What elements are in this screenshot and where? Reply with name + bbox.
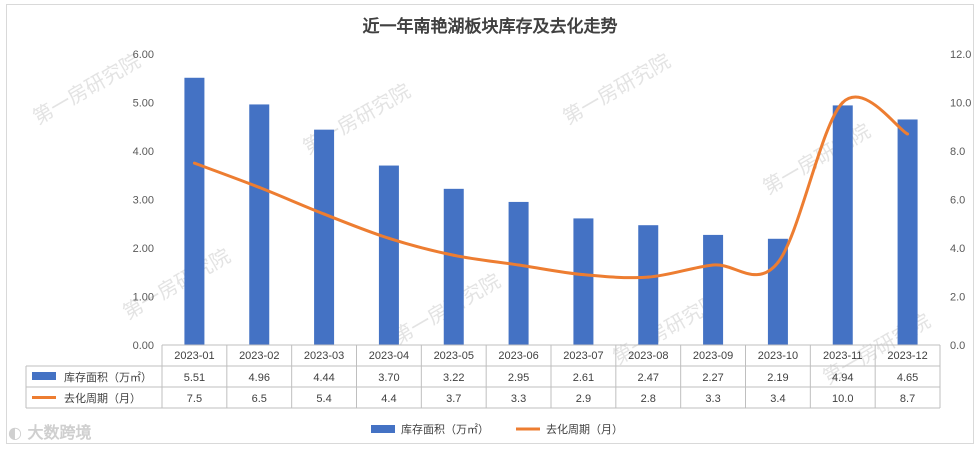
data-label: 6.5 bbox=[252, 393, 267, 405]
left-axis-tick-label: 6.00 bbox=[133, 49, 154, 61]
line-point bbox=[192, 161, 196, 165]
corner-watermark: ◐ 大数跨境 bbox=[8, 419, 92, 443]
legend-label: 库存面积（万㎡） bbox=[401, 422, 489, 436]
bar bbox=[638, 225, 659, 345]
data-label: 2.19 bbox=[767, 372, 788, 384]
bar-series bbox=[184, 77, 918, 345]
data-label: 4.44 bbox=[313, 372, 334, 384]
weibo-icon: ◐ bbox=[8, 423, 22, 442]
line-point bbox=[387, 236, 391, 240]
category-label: 2023-11 bbox=[823, 350, 863, 362]
category-label: 2023-10 bbox=[758, 350, 798, 362]
category-label: 2023-12 bbox=[887, 350, 927, 362]
left-axis: 0.00 1.00 2.00 3.00 4.00 5.00 6.00 bbox=[133, 49, 154, 352]
bar bbox=[832, 105, 853, 345]
data-label: 2.27 bbox=[702, 372, 723, 384]
table-series-name: 去化周期（月） bbox=[64, 391, 141, 405]
left-axis-tick-label: 3.00 bbox=[133, 195, 154, 207]
data-label: 3.7 bbox=[446, 393, 461, 405]
bar bbox=[703, 234, 724, 345]
data-label: 3.22 bbox=[443, 372, 464, 384]
data-label: 2.47 bbox=[638, 372, 659, 384]
legend-key-bar bbox=[371, 425, 395, 433]
line-point bbox=[711, 263, 715, 267]
category-label: 2023-09 bbox=[693, 350, 733, 362]
line-point bbox=[581, 273, 585, 277]
line-point bbox=[906, 132, 910, 136]
data-label: 5.51 bbox=[184, 372, 205, 384]
bar bbox=[314, 129, 335, 345]
category-label: 2023-01 bbox=[174, 350, 214, 362]
category-label: 2023-08 bbox=[628, 350, 668, 362]
line-point bbox=[517, 263, 521, 267]
data-label: 4.94 bbox=[832, 372, 853, 384]
data-label: 3.3 bbox=[511, 393, 526, 405]
data-label: 10.0 bbox=[832, 393, 853, 405]
bar bbox=[573, 218, 594, 345]
category-label: 2023-06 bbox=[498, 350, 538, 362]
right-axis-tick-label: 2.0 bbox=[950, 292, 965, 304]
bar bbox=[767, 238, 788, 345]
data-label: 2.8 bbox=[641, 393, 656, 405]
data-label: 2.9 bbox=[576, 393, 591, 405]
right-axis-tick-label: 8.0 bbox=[950, 146, 965, 158]
data-label: 8.7 bbox=[900, 393, 915, 405]
left-axis-tick-label: 4.00 bbox=[133, 146, 154, 158]
bar bbox=[378, 165, 399, 345]
category-label: 2023-05 bbox=[434, 350, 474, 362]
line-point bbox=[257, 185, 261, 189]
right-axis-tick-label: 6.0 bbox=[950, 195, 965, 207]
bar bbox=[508, 201, 529, 345]
data-label: 2.61 bbox=[573, 372, 594, 384]
chart-title: 近一年南艳湖板块库存及去化走势 bbox=[362, 17, 618, 37]
table-series-name: 库存面积（万㎡） bbox=[64, 370, 152, 384]
corner-watermark-text: 大数跨境 bbox=[27, 423, 92, 442]
category-label: 2023-04 bbox=[369, 350, 409, 362]
left-axis-tick-label: 5.00 bbox=[133, 98, 154, 110]
data-label: 4.96 bbox=[249, 372, 270, 384]
right-axis-tick-label: 12.0 bbox=[950, 49, 971, 61]
right-axis-tick-label: 10.0 bbox=[950, 98, 971, 110]
left-axis-tick-label: 1.00 bbox=[133, 292, 154, 304]
data-label: 3.4 bbox=[770, 393, 785, 405]
line-point bbox=[322, 212, 326, 216]
right-axis-tick-label: 4.0 bbox=[950, 243, 965, 255]
bar bbox=[184, 77, 205, 345]
line-series bbox=[192, 95, 910, 280]
data-label: 4.65 bbox=[897, 372, 918, 384]
line-point bbox=[452, 253, 456, 257]
data-label: 3.70 bbox=[378, 372, 399, 384]
left-axis-tick-label: 2.00 bbox=[133, 243, 154, 255]
data-label: 3.3 bbox=[705, 393, 720, 405]
bar bbox=[897, 119, 918, 345]
data-label: 2.95 bbox=[508, 372, 529, 384]
line-point bbox=[776, 261, 780, 265]
legend: 库存面积（万㎡） 去化周期（月） bbox=[371, 422, 623, 436]
line-point bbox=[646, 275, 650, 279]
table-series-key bbox=[32, 372, 56, 380]
bar bbox=[443, 188, 464, 345]
data-label: 4.4 bbox=[381, 393, 396, 405]
left-axis-tick-label: 0.00 bbox=[133, 340, 154, 352]
watermark-text: 第一房研究院 bbox=[559, 49, 674, 129]
category-label: 2023-07 bbox=[563, 350, 603, 362]
category-label: 2023-03 bbox=[304, 350, 344, 362]
bar bbox=[249, 104, 270, 345]
watermark-text: 第一房研究院 bbox=[29, 49, 144, 129]
data-table: 2023-01 2023-02 2023-03 2023-04 2023-05 2023-… bbox=[25, 344, 941, 409]
right-axis: 0.0 2.0 4.0 6.0 8.0 10.0 12.0 bbox=[950, 49, 971, 352]
right-axis-tick-label: 0.0 bbox=[950, 340, 965, 352]
watermark-text: 第一房研究院 bbox=[119, 244, 234, 324]
line-path bbox=[193, 95, 909, 280]
chart-frame bbox=[6, 4, 974, 444]
line-point bbox=[841, 101, 845, 104]
data-label: 7.5 bbox=[187, 393, 202, 405]
category-label: 2023-02 bbox=[239, 350, 279, 362]
legend-label: 去化周期（月） bbox=[546, 422, 623, 436]
data-label: 5.4 bbox=[316, 393, 331, 405]
